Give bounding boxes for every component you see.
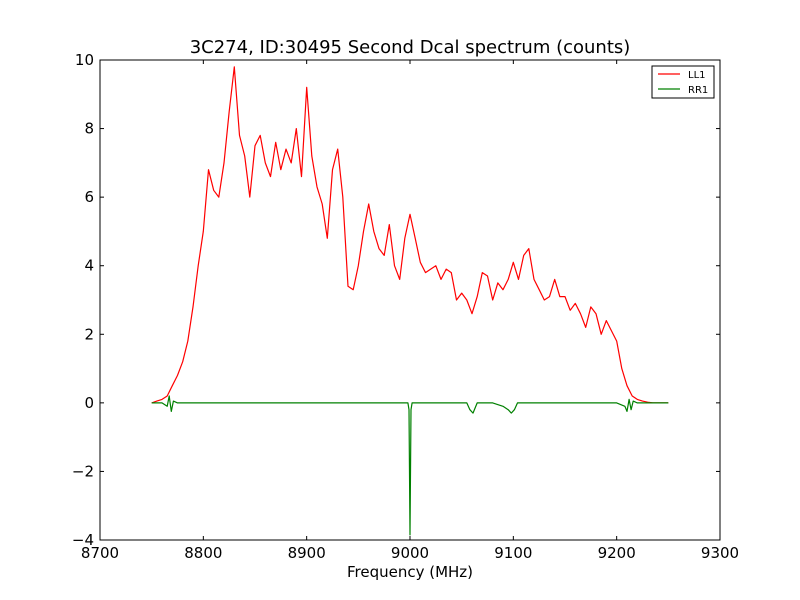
y-tick-label: 6	[84, 188, 94, 206]
x-axis-label: Frequency (MHz)	[347, 563, 473, 581]
y-tick-label: 2	[84, 325, 94, 343]
legend-label-rr1: RR1	[688, 85, 708, 96]
series-line-rr1	[151, 395, 669, 536]
legend: LL1 RR1	[651, 65, 715, 99]
y-tick-label: 4	[84, 257, 94, 275]
x-tick-label: 9300	[701, 544, 739, 562]
x-tick-label: 9100	[494, 544, 532, 562]
series-layer	[151, 66, 669, 536]
chart-title: 3C274, ID:30495 Second Dcal spectrum (co…	[190, 37, 631, 58]
y-tick-label: 10	[75, 51, 94, 69]
axis-ticks: 8700 8800 8900 9000 9100 9200 9300 −4 −2 0 2 4 6 8 10	[72, 51, 739, 562]
x-tick-label: 9200	[598, 544, 636, 562]
plot-frame	[99, 59, 721, 541]
legend-box	[651, 65, 715, 99]
series-line-ll1	[151, 66, 669, 404]
x-tick-label: 9000	[391, 544, 429, 562]
x-tick-label: 8800	[184, 544, 222, 562]
y-tick-label: 0	[84, 394, 94, 412]
y-tick-label: −4	[72, 531, 94, 549]
x-tick-label: 8700	[81, 544, 119, 562]
y-tick-label: 8	[84, 120, 94, 138]
legend-label-ll1: LL1	[688, 70, 706, 81]
y-tick-label: −2	[72, 462, 94, 480]
x-tick-label: 8900	[288, 544, 326, 562]
